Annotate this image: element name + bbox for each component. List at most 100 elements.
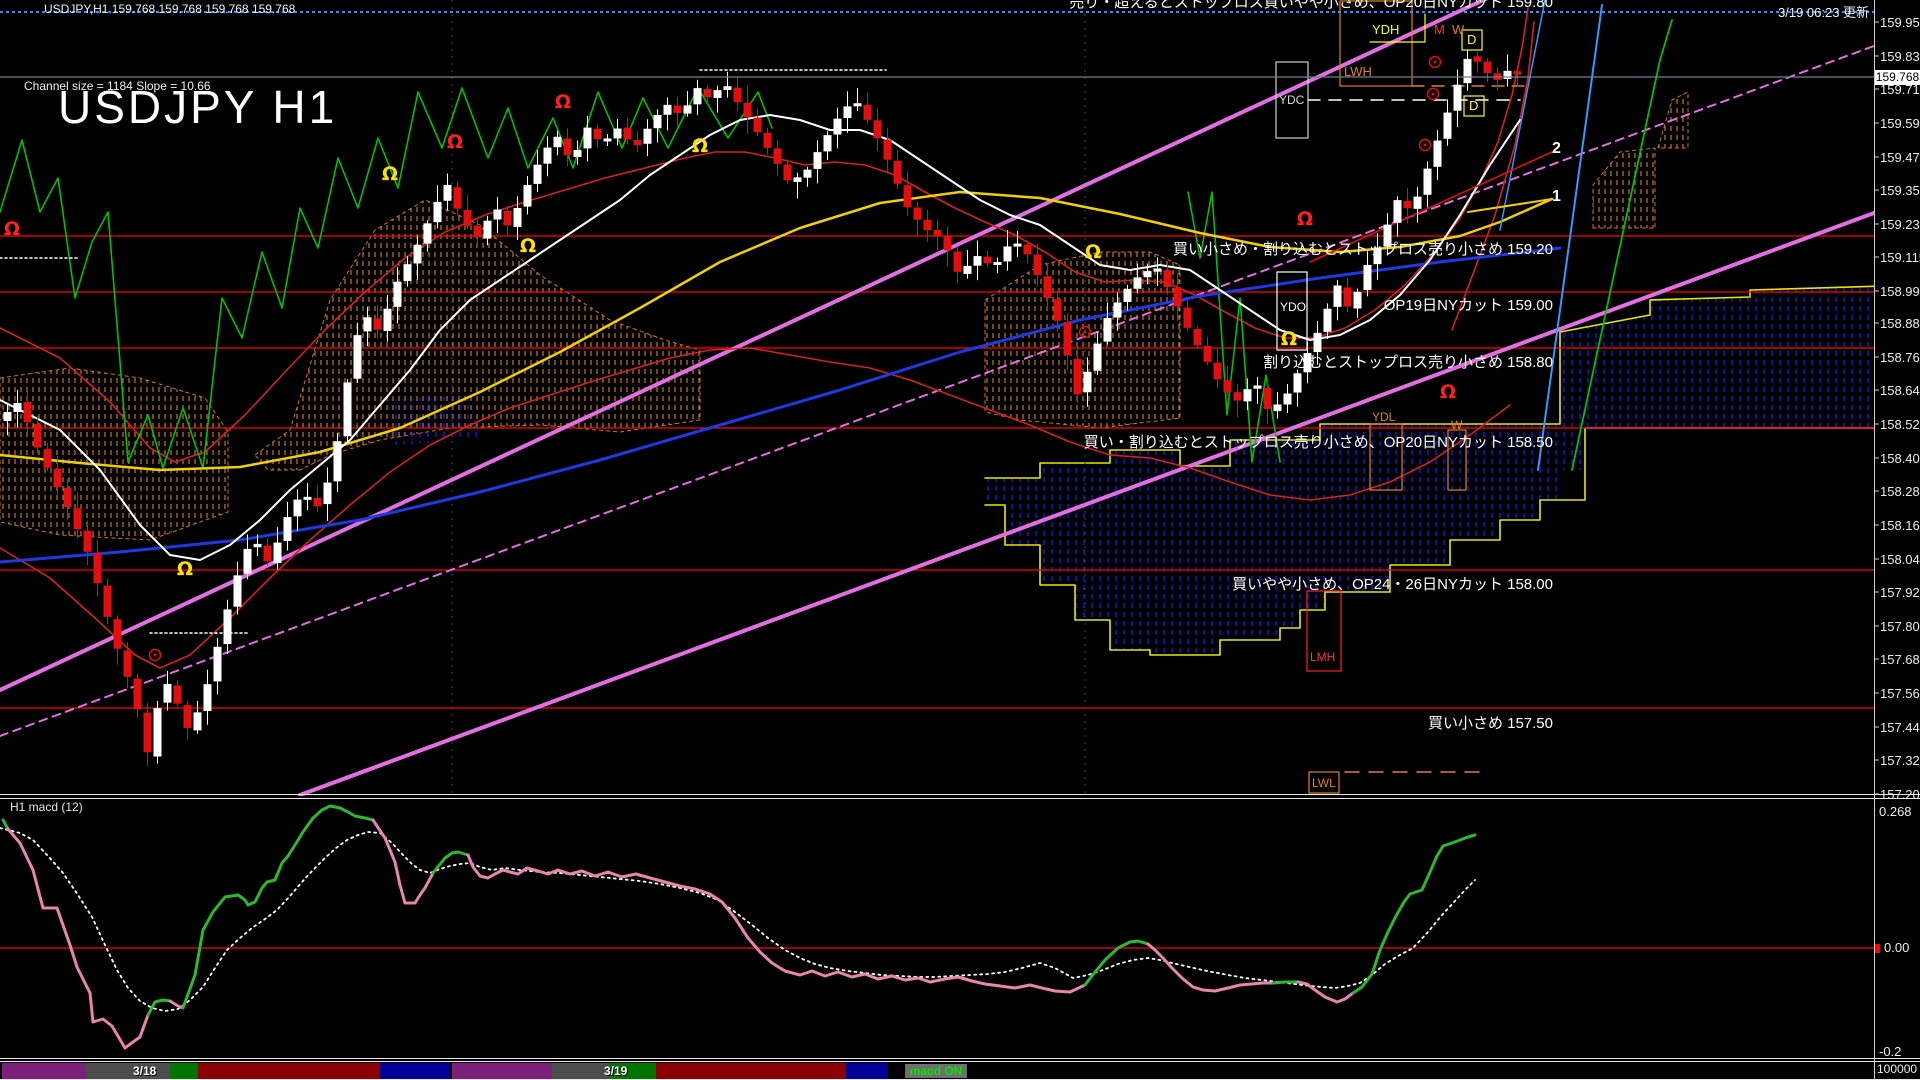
indicator-line — [431, 850, 470, 875]
candle-body — [863, 104, 872, 120]
candle-body — [293, 499, 302, 517]
level-label: D — [1469, 98, 1479, 113]
candle-body — [393, 281, 402, 307]
candle-body — [823, 135, 832, 152]
macd-panel[interactable] — [0, 804, 1874, 1050]
price-axis-label: 158.880 — [1880, 316, 1920, 331]
candle-body — [1163, 270, 1172, 287]
kumo-cloud-orange — [0, 367, 229, 541]
candle-body — [133, 678, 142, 710]
candle-body — [1403, 200, 1412, 209]
candle-body — [673, 105, 682, 113]
candle-body — [193, 712, 202, 731]
price-axis-label: 158.040 — [1880, 552, 1920, 567]
candle-body — [793, 177, 802, 182]
candle-body — [1043, 276, 1052, 298]
trade-signal-dot — [1433, 60, 1437, 64]
price-axis-label: 157.440 — [1880, 720, 1920, 735]
candle-body — [183, 705, 192, 728]
trade-signal-marker — [148, 648, 162, 662]
symbol-quote-line: USDJPY,H1 159.768 159.768 159.768 159.76… — [44, 2, 296, 16]
price-axis-label: 158.640 — [1880, 383, 1920, 398]
timeline-segment — [846, 1063, 888, 1079]
level-label-box — [1339, 0, 1413, 87]
candle-body — [1013, 243, 1022, 247]
level-label: W — [1452, 22, 1465, 37]
indicator-line — [1351, 833, 1477, 995]
candle-body — [103, 585, 112, 617]
candle-body — [1223, 380, 1232, 393]
candle-body — [1283, 393, 1292, 405]
macd-indicator-label: H1 macd (12) — [10, 800, 83, 814]
candle-body — [1103, 318, 1112, 342]
candle-body — [553, 136, 562, 148]
candle-body — [1023, 244, 1032, 255]
candle-body — [403, 264, 412, 281]
candle-body — [1243, 389, 1252, 402]
candle-body — [843, 106, 852, 119]
candle-body — [503, 211, 512, 226]
candle-body — [3, 411, 12, 422]
candle-body — [1443, 112, 1452, 139]
timeline-date-label: 3/18 — [133, 1064, 157, 1078]
main-chart-layer[interactable]: Ω Ω Ω Ω Ω Ω Ω Ω Ω Ω Ω — [0, 0, 1920, 796]
candle-body — [1333, 285, 1342, 307]
candle-body — [803, 169, 812, 178]
timeline-segment — [170, 1063, 198, 1079]
candle-body — [773, 148, 782, 164]
timeline-segment — [656, 1063, 846, 1079]
level-label: YDO — [1280, 300, 1307, 314]
candle-body — [343, 382, 352, 437]
candle-body — [853, 103, 862, 107]
order-annotation: 買い・割り込むとストップロス売り小さめ、OP20日NYカット 158.50 — [1083, 434, 1553, 451]
indicator-line — [0, 114, 1521, 561]
timeline-segment — [86, 1063, 170, 1079]
order-annotation: 割り込むとストップロス売り小さめ 158.80 — [1262, 354, 1553, 371]
kumo-cloud-blue — [1560, 286, 1874, 470]
candle-body — [753, 117, 762, 133]
timeline-segment — [452, 1063, 552, 1079]
candle-body — [783, 164, 792, 181]
candle-body — [1033, 254, 1042, 275]
price-axis-label: 157.560 — [1880, 686, 1920, 701]
candle-body — [1473, 56, 1482, 62]
candle-body — [933, 229, 942, 237]
level-label-box — [1275, 61, 1309, 139]
macd-on-badge[interactable]: macd ON — [905, 1064, 967, 1078]
indicator-line — [0, 7, 1529, 463]
candle-body — [83, 530, 92, 552]
candle-body — [663, 104, 672, 115]
omega-marker: Ω — [447, 131, 463, 153]
indicator-line — [0, 246, 1562, 564]
omega-marker: Ω — [520, 235, 536, 257]
candle-body — [203, 684, 212, 711]
indicator-line — [0, 827, 1476, 1012]
indicator-line — [1571, 19, 1673, 471]
candle-body — [73, 508, 82, 530]
indicator-line — [0, 0, 1489, 692]
candle-body — [573, 149, 582, 157]
price-axis-label: 157.200 — [1880, 787, 1920, 802]
trade-signal-dot — [1423, 143, 1427, 147]
candle-body — [1093, 343, 1102, 371]
candle-body — [973, 256, 982, 266]
indicator-line — [1467, 198, 1553, 213]
candle-body — [563, 138, 572, 156]
indicator-line — [984, 285, 1874, 479]
price-axis-label: 158.520 — [1880, 417, 1920, 432]
order-annotation: 買いやや小さめ、OP24・26日NYカット 158.00 — [1232, 576, 1553, 593]
level-label-box — [1306, 590, 1342, 672]
omega-marker: Ω — [4, 218, 20, 240]
candle-body — [603, 138, 612, 142]
level-label: D — [1467, 32, 1477, 47]
indicator-line — [1537, 4, 1603, 471]
indicator-line — [0, 190, 1554, 472]
indicator-line — [1083, 939, 1150, 987]
candle-body — [903, 185, 912, 208]
level-label: 2 — [1552, 140, 1561, 157]
current-price-box: 159.768 — [1875, 70, 1920, 85]
timeline-segment — [198, 1063, 380, 1079]
timeline-segment — [380, 1063, 450, 1079]
